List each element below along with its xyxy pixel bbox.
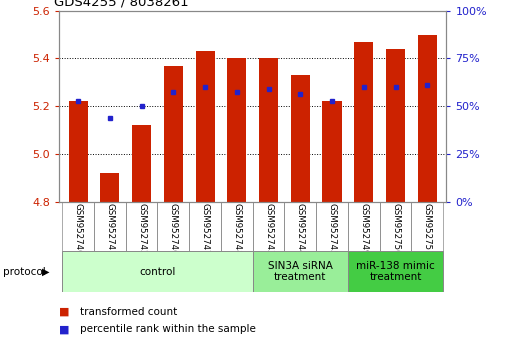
Text: GSM952748: GSM952748 (232, 203, 241, 255)
Text: percentile rank within the sample: percentile rank within the sample (80, 324, 255, 334)
Text: GSM952740: GSM952740 (73, 203, 83, 255)
Bar (69, 101, 88, 202)
Bar (126, 202, 157, 251)
Text: GSM952743: GSM952743 (264, 203, 273, 255)
Bar (354, 42, 373, 202)
Bar (189, 202, 221, 251)
Bar (348, 202, 380, 251)
Bar (62, 251, 253, 292)
Text: GSM952745: GSM952745 (327, 203, 337, 255)
Bar (380, 202, 411, 251)
Text: miR-138 mimic
treatment: miR-138 mimic treatment (356, 261, 435, 282)
Bar (259, 58, 278, 202)
Bar (418, 34, 437, 202)
Text: GDS4255 / 8038261: GDS4255 / 8038261 (54, 0, 188, 9)
Text: transformed count: transformed count (80, 307, 177, 316)
Bar (157, 202, 189, 251)
Text: GSM952751: GSM952751 (423, 203, 432, 255)
Bar (348, 251, 443, 292)
Text: GSM952749: GSM952749 (359, 203, 368, 255)
Bar (291, 75, 310, 202)
Text: ■: ■ (59, 307, 69, 316)
Text: ▶: ▶ (42, 267, 50, 277)
Bar (316, 202, 348, 251)
Bar (253, 251, 348, 292)
Text: GSM952746: GSM952746 (169, 203, 178, 255)
Text: ■: ■ (59, 324, 69, 334)
Text: GSM952747: GSM952747 (201, 203, 209, 255)
Bar (323, 101, 342, 202)
Bar (386, 49, 405, 202)
Text: SIN3A siRNA
treatment: SIN3A siRNA treatment (268, 261, 333, 282)
Bar (62, 202, 94, 251)
Bar (195, 51, 214, 202)
Bar (227, 58, 246, 202)
Text: control: control (139, 267, 175, 277)
Text: GSM952744: GSM952744 (296, 203, 305, 255)
Text: GSM952741: GSM952741 (105, 203, 114, 255)
Text: protocol: protocol (3, 267, 45, 277)
Bar (253, 202, 284, 251)
Bar (132, 125, 151, 202)
Bar (221, 202, 253, 251)
Bar (411, 202, 443, 251)
Bar (164, 65, 183, 202)
Bar (100, 173, 120, 202)
Text: GSM952742: GSM952742 (137, 203, 146, 255)
Text: GSM952750: GSM952750 (391, 203, 400, 255)
Bar (94, 202, 126, 251)
Bar (284, 202, 316, 251)
